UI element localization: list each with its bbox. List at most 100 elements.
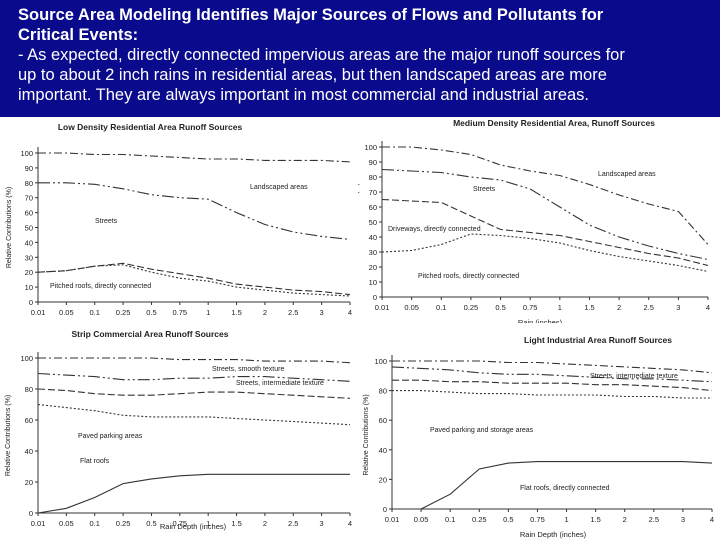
y-axis-title: Relative Contributions (%) bbox=[6, 187, 13, 268]
series-label-2: Streets bbox=[95, 218, 118, 225]
y-tick-label: 30 bbox=[369, 248, 377, 257]
x-tick-label: 2.5 bbox=[649, 515, 659, 524]
series-line-1 bbox=[38, 152, 351, 163]
x-tick-label: 3 bbox=[320, 519, 324, 528]
y-tick-label: 100 bbox=[20, 354, 33, 363]
slide-header: Source Area Modeling Identifies Major So… bbox=[18, 5, 708, 105]
slide-headline-line-2: Critical Events: bbox=[18, 26, 139, 44]
x-tick-label: 0.01 bbox=[31, 519, 46, 528]
y-tick-label: 10 bbox=[25, 283, 33, 292]
x-tick-label: 0.1 bbox=[445, 515, 455, 524]
x-tick-label: 1 bbox=[206, 308, 210, 317]
slide-body-line-3: important. They are always important in … bbox=[18, 86, 590, 104]
y-tick-label: 20 bbox=[25, 268, 33, 277]
series-line-4 bbox=[37, 264, 351, 297]
series-label-1: Landscaped areas bbox=[250, 184, 308, 191]
x-tick-label: 0.1 bbox=[90, 519, 100, 528]
y-axis-title: Relative Contribution (%) bbox=[358, 183, 360, 261]
x-tick-label: 1.5 bbox=[590, 515, 600, 524]
x-tick-label: 1 bbox=[558, 303, 562, 312]
x-tick-label: 0.5 bbox=[146, 308, 156, 317]
y-tick-label: 50 bbox=[25, 224, 33, 233]
chart-medium-density-residential: 0 10 20 30 40 50 60 70 80 90 100 0.01 0.05 0.1 0.25 0.5… bbox=[358, 117, 720, 323]
series-label-3: Driveways, directly connected bbox=[388, 226, 481, 233]
x-tick-label: 1.5 bbox=[231, 519, 241, 528]
x-tick-label: 0.01 bbox=[385, 515, 400, 524]
y-tick-label: 80 bbox=[379, 387, 387, 396]
x-tick-label: 4 bbox=[348, 308, 352, 317]
x-tick-label: 2.5 bbox=[644, 303, 654, 312]
series-label-3: Pitched roofs, directly connected bbox=[50, 283, 151, 290]
x-tick-label: 2 bbox=[263, 519, 267, 528]
x-axis-title: Rain Depth (inches) bbox=[160, 522, 227, 531]
series-line-4 bbox=[381, 233, 709, 273]
x-tick-label: 2 bbox=[263, 308, 267, 317]
y-tick-label: 80 bbox=[25, 385, 33, 394]
x-tick-label: 0.75 bbox=[173, 308, 188, 317]
y-axis-title: Relative Contributions (%) bbox=[363, 394, 370, 475]
chart-title: Low Density Residential Area Runoff Sour… bbox=[58, 122, 243, 132]
series-line-3 bbox=[37, 388, 351, 399]
y-tick-label: 0 bbox=[29, 509, 33, 518]
series-line-2 bbox=[38, 182, 351, 240]
x-tick-label: 1 bbox=[206, 519, 210, 528]
slide-headline-line-1: Source Area Modeling Identifies Major So… bbox=[18, 6, 604, 24]
chart-svg-medium-density: 0 10 20 30 40 50 60 70 80 90 100 0.01 0.05 0.1 0.25 0.5… bbox=[358, 118, 710, 323]
series-line-2 bbox=[391, 366, 713, 383]
y-tick-label: 80 bbox=[369, 173, 377, 182]
series-line-4 bbox=[392, 390, 712, 399]
series-label-4: Pitched roofs, directly connected bbox=[418, 273, 519, 280]
chart-title: Medium Density Residential Area, Runoff … bbox=[453, 118, 655, 128]
series-line-1 bbox=[382, 146, 709, 245]
y-tick-label: 60 bbox=[25, 416, 33, 425]
x-tick-label: 1.5 bbox=[231, 308, 241, 317]
y-tick-label: 60 bbox=[369, 203, 377, 212]
x-tick-label: 2 bbox=[623, 515, 627, 524]
chart-svg-light-industrial: 0 20 40 60 80 100 0.01 0.05 0.1 0.25 0.5 0.75 1 1.5 2 2… bbox=[363, 335, 714, 539]
series-line-2 bbox=[37, 372, 351, 382]
x-tick-label: 2 bbox=[617, 303, 621, 312]
series-label-1: Streets, smooth texture bbox=[212, 366, 284, 373]
y-axis-title: Relative Contributions (%) bbox=[5, 395, 12, 476]
x-tick-label: 2.5 bbox=[288, 308, 298, 317]
series-line-1 bbox=[392, 360, 713, 374]
x-tick-label: 1.5 bbox=[584, 303, 594, 312]
series-label-2: Streets bbox=[473, 186, 496, 193]
y-tick-label: 60 bbox=[25, 209, 33, 218]
x-tick-label: 0.05 bbox=[404, 303, 419, 312]
x-tick-label: 0.75 bbox=[523, 303, 538, 312]
x-tick-label: 0.01 bbox=[31, 308, 46, 317]
y-tick-label: 40 bbox=[25, 447, 33, 456]
y-tick-label: 30 bbox=[25, 253, 33, 262]
x-tick-label: 0.5 bbox=[146, 519, 156, 528]
chart-svg-strip-commercial: 0 20 40 60 80 100 0.01 0.05 0.1 0.25 0.5 0.75 1 1.5 2 2… bbox=[5, 329, 352, 531]
series-line-1 bbox=[38, 357, 351, 364]
x-axis-title: Rain Depth (inches) bbox=[520, 530, 587, 539]
x-tick-label: 0.75 bbox=[530, 515, 545, 524]
x-tick-label: 0.5 bbox=[503, 515, 513, 524]
series-label-4: Paved parking areas bbox=[78, 433, 143, 440]
series-line-5 bbox=[392, 461, 713, 510]
y-tick-label: 0 bbox=[29, 298, 33, 307]
y-tick-label: 40 bbox=[25, 238, 33, 247]
slide-body-line-2: up to about 2 inch rains in residential … bbox=[18, 66, 607, 84]
y-tick-label: 90 bbox=[25, 164, 33, 173]
y-tick-label: 70 bbox=[369, 188, 377, 197]
y-tick-label: 90 bbox=[369, 158, 377, 167]
y-tick-label: 0 bbox=[383, 505, 387, 514]
x-tick-label: 4 bbox=[348, 519, 352, 528]
x-tick-label: 0.05 bbox=[59, 519, 74, 528]
chart-light-industrial: 0 20 40 60 80 100 0.01 0.05 0.1 0.25 0.5 0.75 1 1.5 2 2… bbox=[358, 323, 720, 540]
slide-body-line-1: - As expected, directly connected imperv… bbox=[18, 46, 625, 64]
y-tick-label: 80 bbox=[25, 179, 33, 188]
chart-title: Light Industrial Area Runoff Sources bbox=[524, 335, 672, 345]
x-tick-label: 0.5 bbox=[495, 303, 505, 312]
series-label-5: Flat roofs bbox=[80, 458, 110, 465]
y-tick-label: 100 bbox=[364, 143, 377, 152]
y-tick-label: 40 bbox=[369, 233, 377, 242]
chart-low-density-residential: 0 10 20 30 40 50 60 70 80 90 100 0.01 0.05 0.1 0.25 0.5… bbox=[0, 117, 358, 323]
y-tick-label: 50 bbox=[369, 218, 377, 227]
y-tick-label: 100 bbox=[374, 357, 387, 366]
chart-strip-commercial: 0 20 40 60 80 100 0.01 0.05 0.1 0.25 0.5 0.75 1 1.5 2 2… bbox=[0, 323, 358, 540]
x-tick-label: 0.25 bbox=[116, 308, 131, 317]
